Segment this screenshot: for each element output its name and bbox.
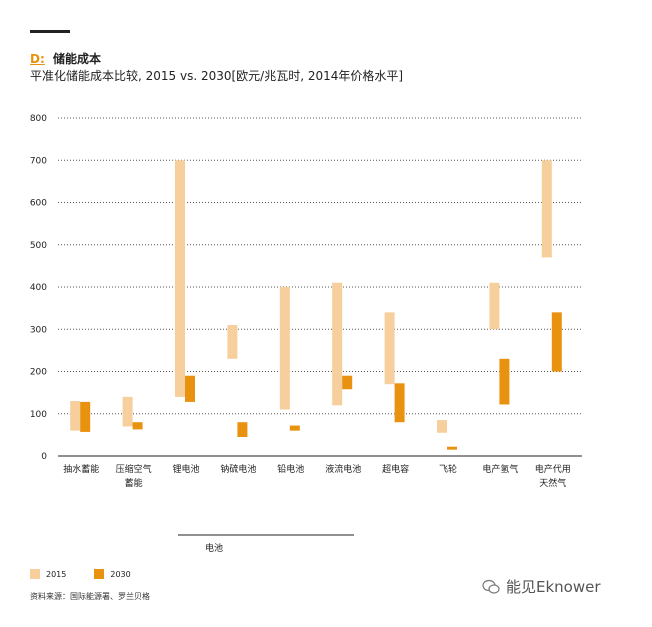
bar-2030-2 bbox=[185, 375, 195, 402]
bar-2015-2 bbox=[175, 160, 185, 397]
source-note: 资料来源：国际能源署、罗兰贝格 bbox=[30, 592, 150, 601]
x-tick-label: 飞轮 bbox=[439, 463, 457, 475]
section-letter: D: bbox=[30, 52, 45, 66]
bar-2030-6 bbox=[394, 383, 405, 423]
bar-2030-4 bbox=[289, 425, 300, 431]
y-tick-label: 800 bbox=[30, 114, 47, 124]
bar-2015-8 bbox=[489, 282, 500, 330]
bar-2015-6 bbox=[384, 312, 395, 385]
bar-2030-3 bbox=[237, 422, 248, 437]
bar-2030-8 bbox=[499, 358, 510, 405]
legend-label-2030: 2030 bbox=[110, 569, 131, 579]
y-tick-label: 700 bbox=[30, 156, 47, 166]
x-tick-label: 锂电池 bbox=[172, 463, 199, 475]
bar-2030-9 bbox=[551, 312, 562, 372]
bar-2015-1 bbox=[122, 396, 133, 427]
x-tick-label: 钠硫电池 bbox=[220, 463, 256, 475]
bar-2030-0 bbox=[80, 401, 91, 432]
bar-2015-5 bbox=[332, 282, 343, 406]
bar-2030-1 bbox=[132, 422, 143, 430]
legend-label-2015: 2015 bbox=[46, 569, 67, 579]
y-tick-label: 300 bbox=[30, 325, 47, 335]
bar-2030-7 bbox=[447, 446, 457, 450]
group-label: 电池 bbox=[205, 542, 223, 554]
x-tick-label: 抽水蓄能 bbox=[63, 463, 99, 475]
y-tick-label: 100 bbox=[30, 410, 47, 420]
y-tick-label: 600 bbox=[30, 199, 47, 209]
y-tick-label: 400 bbox=[30, 283, 47, 293]
bar-2015-4 bbox=[279, 287, 290, 410]
x-tick-label: 压缩空气 bbox=[116, 463, 152, 475]
x-tick-label: 天然气 bbox=[539, 477, 566, 489]
bar-2015-3 bbox=[227, 325, 238, 359]
x-tick-label: 铅电池 bbox=[277, 463, 304, 475]
legend-item-2015: 2015 bbox=[30, 569, 66, 579]
x-tick-label: 液流电池 bbox=[325, 463, 361, 475]
y-tick-label: 500 bbox=[30, 241, 47, 251]
legend-swatch-2015 bbox=[30, 569, 40, 579]
bar-2015-0 bbox=[70, 401, 81, 431]
y-tick-label: 0 bbox=[41, 452, 47, 462]
legend-item-2030: 2030 bbox=[94, 569, 131, 579]
x-tick-label: 电产氢气 bbox=[482, 463, 518, 475]
wechat-icon bbox=[482, 579, 500, 594]
legend-swatch-2030 bbox=[94, 569, 105, 579]
x-tick-label: 电产代用 bbox=[535, 463, 571, 475]
y-tick-label: 200 bbox=[30, 368, 47, 378]
section-title: 储能成本 bbox=[52, 52, 101, 66]
bar-2015-9 bbox=[541, 160, 552, 258]
section-heading: D: 储能成本 bbox=[30, 50, 101, 67]
chart-legend: 2015 2030 bbox=[30, 569, 159, 579]
watermark: 能见Eknower bbox=[482, 576, 601, 597]
x-tick-label: 蓄能 bbox=[125, 477, 143, 489]
chart-subtitle: 平准化储能成本比较, 2015 vs. 2030[欧元/兆瓦时, 2014年价格… bbox=[30, 69, 404, 83]
x-tick-label: 超电容 bbox=[382, 463, 409, 475]
watermark-text: 能见Eknower bbox=[506, 578, 601, 596]
bar-2015-7 bbox=[437, 420, 447, 433]
bar-2030-5 bbox=[342, 375, 353, 390]
header-rule bbox=[30, 30, 70, 33]
